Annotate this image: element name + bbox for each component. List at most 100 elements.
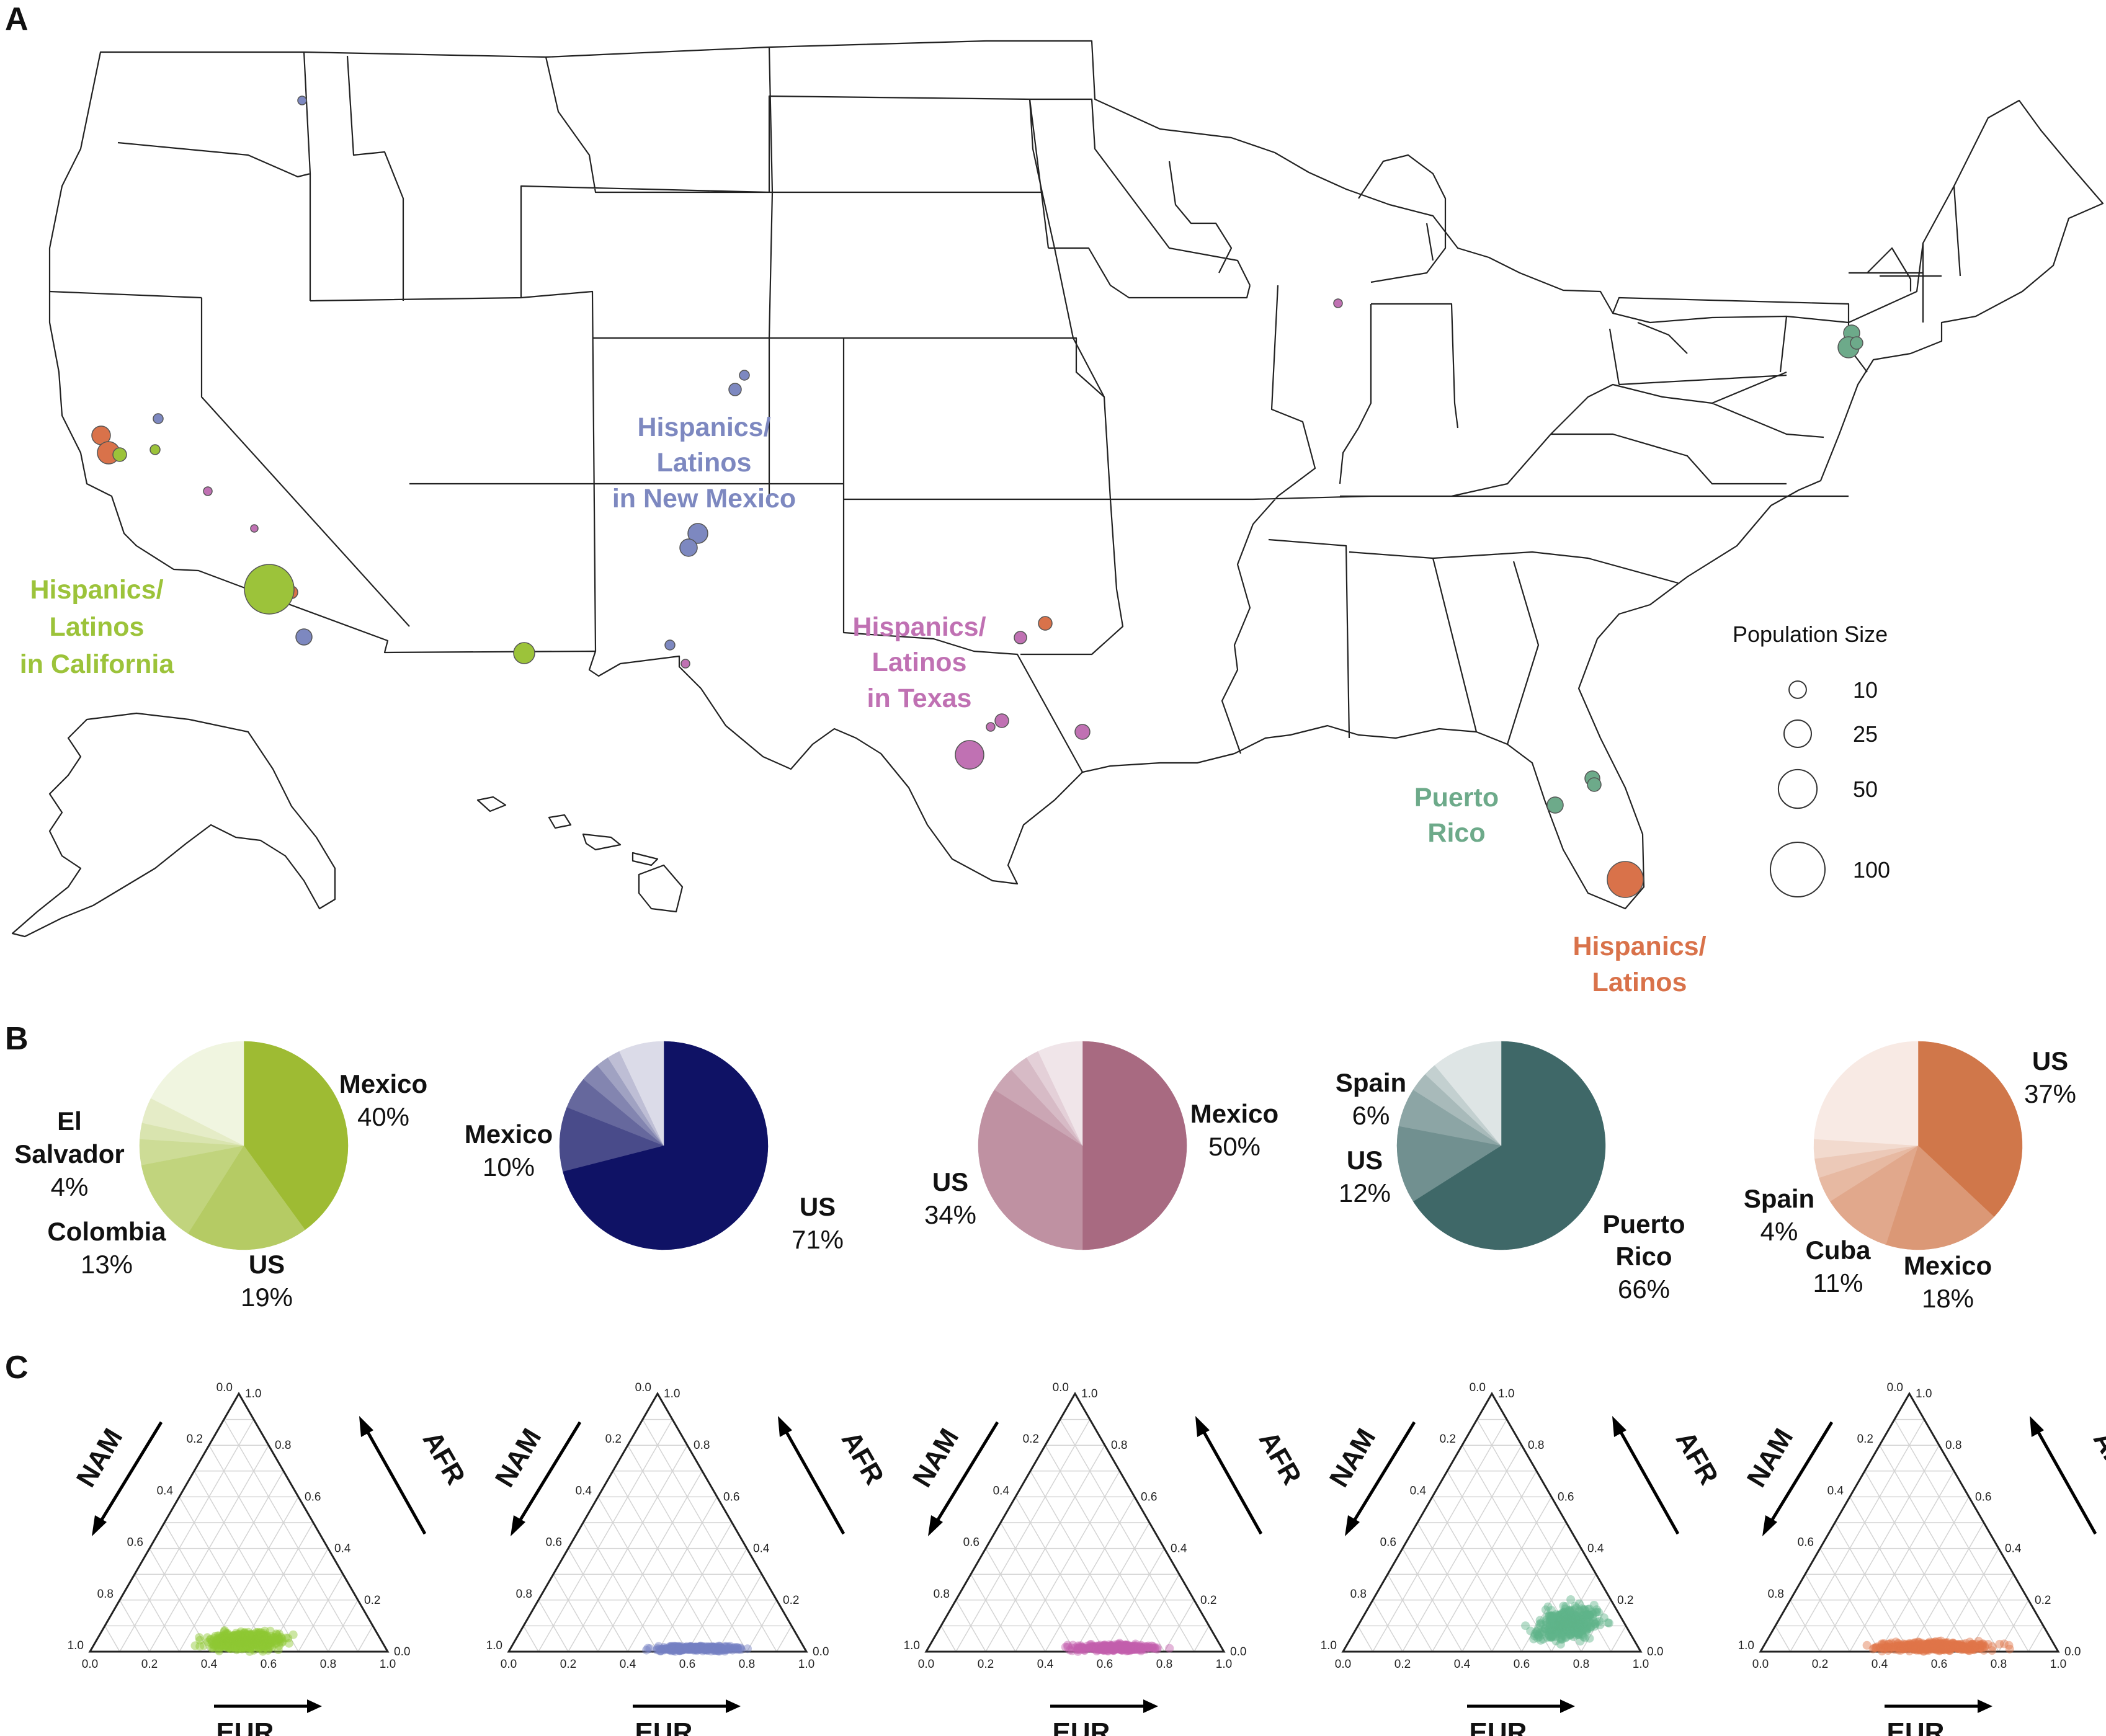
ternary-point	[1587, 1619, 1596, 1628]
ternary-tick-afr: 0.0	[394, 1645, 410, 1658]
ternary-point	[1943, 1640, 1953, 1650]
ternary-axis-label-afr: AFR	[1670, 1426, 1725, 1490]
ternary-point	[1112, 1644, 1121, 1653]
ternary-point	[734, 1644, 743, 1654]
ternary-point	[1561, 1613, 1570, 1622]
ternary-point	[1948, 1638, 1958, 1647]
ternary-point	[274, 1635, 283, 1644]
ternary-point	[230, 1633, 239, 1642]
ternary-point	[249, 1634, 259, 1643]
ternary-point	[1942, 1642, 1952, 1652]
ternary-point	[1570, 1605, 1579, 1614]
ternary-point	[236, 1634, 246, 1643]
ternary-point	[694, 1645, 703, 1654]
ternary-grid-line	[776, 1626, 792, 1652]
ternary-point	[256, 1635, 265, 1644]
ternary-tick-eur: 0.0	[918, 1658, 934, 1671]
ternary-point	[1570, 1621, 1579, 1630]
ternary-point	[1899, 1644, 1909, 1653]
ternary-point	[697, 1643, 707, 1652]
ternary-point	[1096, 1643, 1105, 1652]
ternary-point	[1088, 1642, 1097, 1651]
ternary-point	[1562, 1627, 1571, 1636]
ternary-point	[653, 1645, 663, 1654]
ternary-point	[1929, 1642, 1938, 1651]
ternary-point	[1098, 1641, 1107, 1650]
ternary-point	[1533, 1630, 1542, 1639]
ternary-point	[1894, 1644, 1904, 1653]
ternary-grid-line	[1372, 1419, 1507, 1652]
ternary-grid-line	[1790, 1419, 1925, 1652]
ternary-point	[707, 1644, 716, 1654]
ternary-point	[1910, 1641, 1919, 1650]
ternary-point	[710, 1645, 719, 1655]
ternary-tick-afr: 0.6	[1141, 1490, 1157, 1503]
ternary-point	[245, 1637, 254, 1646]
ternary-point	[246, 1634, 256, 1644]
ternary-point	[249, 1637, 258, 1647]
ternary-point	[1117, 1645, 1127, 1654]
ternary-point	[1112, 1644, 1121, 1653]
ternary-point	[687, 1644, 697, 1653]
ternary-point	[212, 1636, 221, 1645]
ternary-point	[1584, 1610, 1594, 1619]
ternary-point	[1932, 1645, 1942, 1655]
ternary-point	[1110, 1643, 1120, 1652]
ternary-point	[1896, 1642, 1906, 1651]
ternary-point	[1552, 1622, 1561, 1631]
ternary-tick-afr: 1.0	[1916, 1387, 1932, 1400]
ternary-point	[1953, 1640, 1963, 1649]
ternary-point	[1971, 1643, 1979, 1652]
ternary-point	[1561, 1627, 1571, 1637]
ternary-point	[1566, 1621, 1575, 1631]
ternary-point	[1104, 1644, 1113, 1653]
ternary-point	[1574, 1622, 1584, 1632]
ternary-point	[692, 1642, 701, 1652]
ternary-point	[695, 1642, 704, 1652]
ternary-grid-line	[1432, 1471, 1537, 1652]
ternary-grid-line	[104, 1626, 120, 1652]
ternary-point	[1572, 1614, 1581, 1622]
ternary-point	[261, 1634, 270, 1643]
ternary-point	[1097, 1642, 1106, 1652]
ternary-point	[1926, 1640, 1935, 1649]
ternary-point	[710, 1643, 719, 1652]
ternary-point	[1968, 1640, 1977, 1649]
ternary-point	[1113, 1645, 1122, 1654]
ternary-point	[1093, 1645, 1102, 1655]
ternary-point	[1913, 1642, 1922, 1652]
ternary-point	[1961, 1645, 1970, 1654]
afr-arrow-head	[1195, 1416, 1210, 1437]
ternary-point	[692, 1642, 701, 1652]
ternary-point	[1567, 1614, 1576, 1623]
ternary-point	[1105, 1643, 1115, 1652]
ternary-point	[715, 1642, 725, 1651]
ternary-point	[1940, 1643, 1948, 1652]
ternary-point	[1561, 1625, 1570, 1634]
ternary-point	[1113, 1639, 1122, 1649]
ternary-point	[1118, 1644, 1128, 1653]
ternary-point	[645, 1644, 654, 1653]
ternary-point	[239, 1642, 249, 1651]
ternary-point	[239, 1634, 248, 1644]
ternary-point	[1914, 1639, 1923, 1649]
ternary-point	[1575, 1620, 1584, 1629]
group-label-latinos: Hispanics/ Latinos	[1573, 932, 1706, 997]
ternary-point	[1109, 1645, 1118, 1655]
ternary-point	[1980, 1642, 1989, 1651]
ternary-point	[1932, 1644, 1942, 1653]
ternary-point	[1975, 1640, 1984, 1650]
ternary-point	[1121, 1645, 1130, 1655]
ternary-point	[222, 1634, 231, 1643]
ternary-point	[1938, 1643, 1947, 1652]
ternary-point	[1880, 1642, 1890, 1651]
ternary-point	[257, 1631, 266, 1640]
ternary-point	[218, 1634, 227, 1643]
ternary-point	[229, 1636, 238, 1645]
ternary-point	[216, 1640, 226, 1650]
ternary-point	[1910, 1638, 1919, 1647]
pie-label-name: US	[932, 1167, 968, 1196]
panel-label-c: C	[5, 1350, 29, 1386]
ternary-tick-eur: 1.0	[1216, 1658, 1232, 1671]
ternary-point	[1907, 1643, 1917, 1652]
